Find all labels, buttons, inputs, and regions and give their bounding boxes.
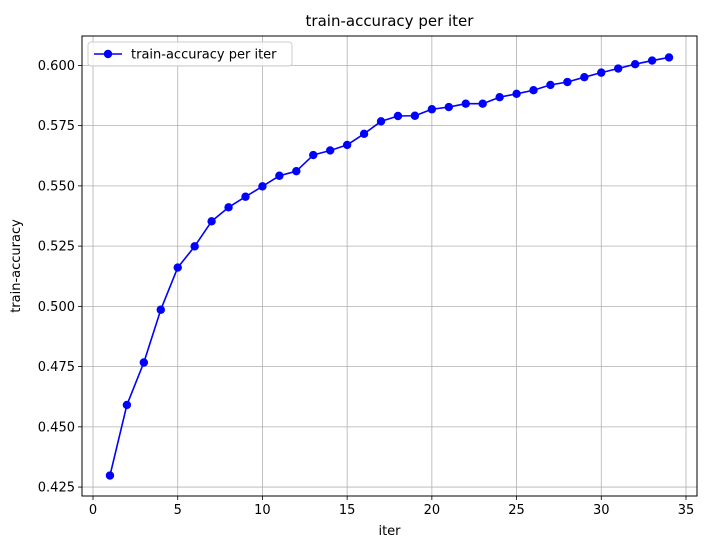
data-point (173, 263, 182, 272)
data-point (275, 171, 284, 180)
plot-frame (81, 35, 698, 497)
x-tick-label: 15 (339, 503, 356, 518)
legend: train-accuracy per iter (87, 41, 293, 67)
x-tick-label: 25 (508, 503, 525, 518)
data-point (309, 150, 318, 160)
y-tick-label: 0.500 (38, 300, 75, 315)
data-point (546, 80, 555, 90)
data-point (427, 105, 437, 114)
data-point (326, 146, 335, 155)
legend-box (87, 41, 293, 67)
y-tick-label: 0.550 (38, 179, 75, 194)
data-point (207, 217, 216, 226)
data-point (224, 203, 233, 212)
y-tick-label: 0.475 (38, 360, 75, 375)
data-series (105, 53, 674, 480)
data-point (105, 471, 115, 480)
legend-marker (103, 49, 113, 59)
x-tick-label: 5 (174, 503, 182, 518)
chart-title: train-accuracy per iter (306, 12, 475, 30)
data-point (647, 56, 657, 65)
data-point (122, 400, 132, 410)
data-point (410, 111, 420, 120)
data-point (139, 358, 149, 367)
x-tick-label: 35 (678, 503, 695, 518)
data-point (359, 129, 369, 139)
x-tick-label: 10 (254, 503, 271, 518)
x-axis-label: iter (378, 524, 401, 539)
data-point (190, 242, 199, 251)
y-tick-label: 0.425 (38, 481, 75, 496)
data-point (512, 89, 521, 99)
data-point (258, 182, 267, 191)
y-tick-label: 0.450 (38, 420, 75, 435)
data-point (563, 77, 572, 87)
data-point (614, 64, 623, 73)
data-point (292, 166, 301, 176)
data-point (342, 140, 352, 150)
series-line (109, 56, 670, 476)
data-point (444, 102, 453, 112)
y-tick-label: 0.525 (38, 240, 75, 255)
x-tick-label: 20 (424, 503, 441, 518)
data-point (630, 59, 640, 69)
y-tick-label: 0.600 (38, 59, 75, 74)
data-point (664, 53, 674, 62)
axis-ticks: 0 5 10 15 20 25 30 35 0.425 0.450 0.475 0.500 0.525 0… (38, 59, 694, 518)
data-point (495, 93, 504, 102)
data-point (393, 111, 403, 121)
grid-lines (82, 36, 697, 496)
data-point (241, 192, 250, 201)
legend-label: train-accuracy per iter (131, 48, 277, 63)
data-point (597, 68, 606, 77)
data-point (478, 99, 487, 108)
y-axis-label: train-accuracy (9, 219, 24, 313)
x-tick-label: 30 (593, 503, 610, 518)
data-point (580, 73, 589, 82)
data-point (461, 99, 470, 108)
x-tick-label: 0 (89, 503, 97, 518)
data-point (529, 86, 538, 95)
y-tick-label: 0.575 (38, 119, 75, 134)
data-point (376, 117, 386, 126)
data-point (156, 305, 165, 314)
